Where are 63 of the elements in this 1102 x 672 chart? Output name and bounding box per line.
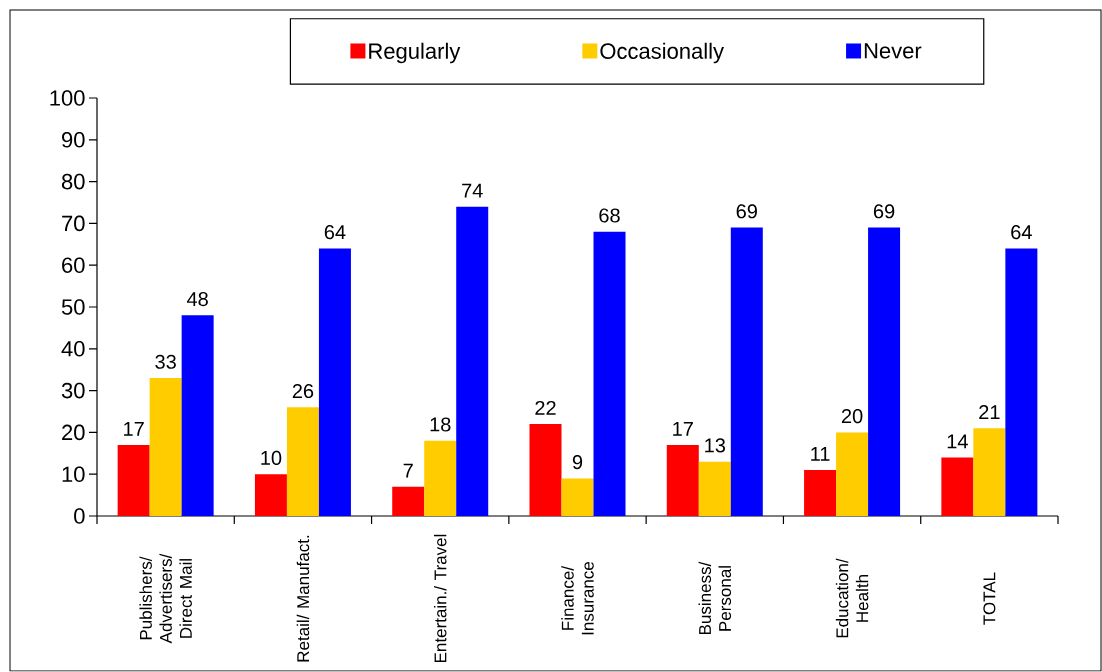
- data-label: 74: [462, 183, 483, 198]
- bar: [1005, 248, 1038, 516]
- y-tick-label: 10: [62, 466, 85, 482]
- data-label: 21: [979, 405, 1000, 420]
- bar: [698, 461, 731, 516]
- data-label: 9: [572, 455, 583, 470]
- legend-label: Never: [864, 43, 922, 59]
- bar: [529, 424, 562, 516]
- y-tick-label: 40: [61, 341, 85, 357]
- y-tick-label: 20: [62, 424, 85, 441]
- legend-label: Regularly: [369, 42, 461, 64]
- data-label: 7: [403, 463, 413, 478]
- bar: [561, 478, 594, 516]
- data-label: 11: [811, 447, 830, 461]
- data-label: 18: [430, 417, 451, 432]
- bar: [424, 440, 457, 516]
- data-label: 20: [841, 409, 863, 424]
- y-tick-label: 0: [74, 508, 85, 524]
- bar: [181, 315, 214, 516]
- bar: [117, 444, 150, 516]
- bar: [593, 231, 626, 516]
- data-label: 13: [705, 438, 726, 453]
- legend-label: Occasionally: [600, 42, 724, 64]
- y-tick-label: 30: [61, 382, 85, 399]
- bar: [666, 444, 699, 516]
- data-label: 22: [535, 400, 556, 415]
- data-label: 33: [155, 354, 176, 369]
- bar: [456, 206, 489, 516]
- bar: [836, 432, 869, 516]
- y-tick-label: 80: [61, 173, 85, 190]
- x-tick-label: Entertain./ Travel: [433, 534, 447, 663]
- y-tick-label: 70: [62, 215, 85, 232]
- x-tick-label: Education/ Health: [835, 558, 869, 638]
- bar: [318, 248, 351, 516]
- bar: [868, 227, 901, 516]
- data-label: 14: [947, 434, 968, 449]
- y-tick-label: 50: [61, 299, 85, 315]
- data-label: 26: [292, 383, 314, 399]
- data-label: 64: [324, 225, 346, 240]
- bar: [254, 474, 287, 516]
- x-tick-label: Publishers/ Advertisers/ Direct Mail: [139, 553, 192, 644]
- data-label: 17: [124, 421, 144, 436]
- y-tick-label: 100: [50, 90, 85, 106]
- data-label: 69: [873, 204, 895, 219]
- bar: [149, 378, 182, 516]
- bar: [973, 428, 1006, 516]
- y-tick-label: 90: [62, 132, 85, 148]
- data-label: 64: [1011, 225, 1032, 240]
- data-label: 10: [261, 450, 282, 465]
- data-label: 48: [186, 292, 208, 307]
- bar: [804, 470, 837, 516]
- bar: [286, 407, 319, 516]
- x-tick-label: Finance/ Insurance: [561, 561, 594, 635]
- data-label: 69: [736, 204, 757, 219]
- bar: [941, 457, 974, 516]
- x-tick-label: Business/ Personal: [698, 561, 732, 634]
- x-tick-label: Retail/ Manufact.: [296, 535, 310, 662]
- x-tick-label: TOTAL: [983, 572, 996, 625]
- y-tick-label: 60: [62, 257, 85, 273]
- bar: [392, 486, 425, 516]
- data-label: 17: [673, 421, 693, 436]
- data-label: 68: [599, 208, 620, 223]
- bar: [730, 227, 763, 516]
